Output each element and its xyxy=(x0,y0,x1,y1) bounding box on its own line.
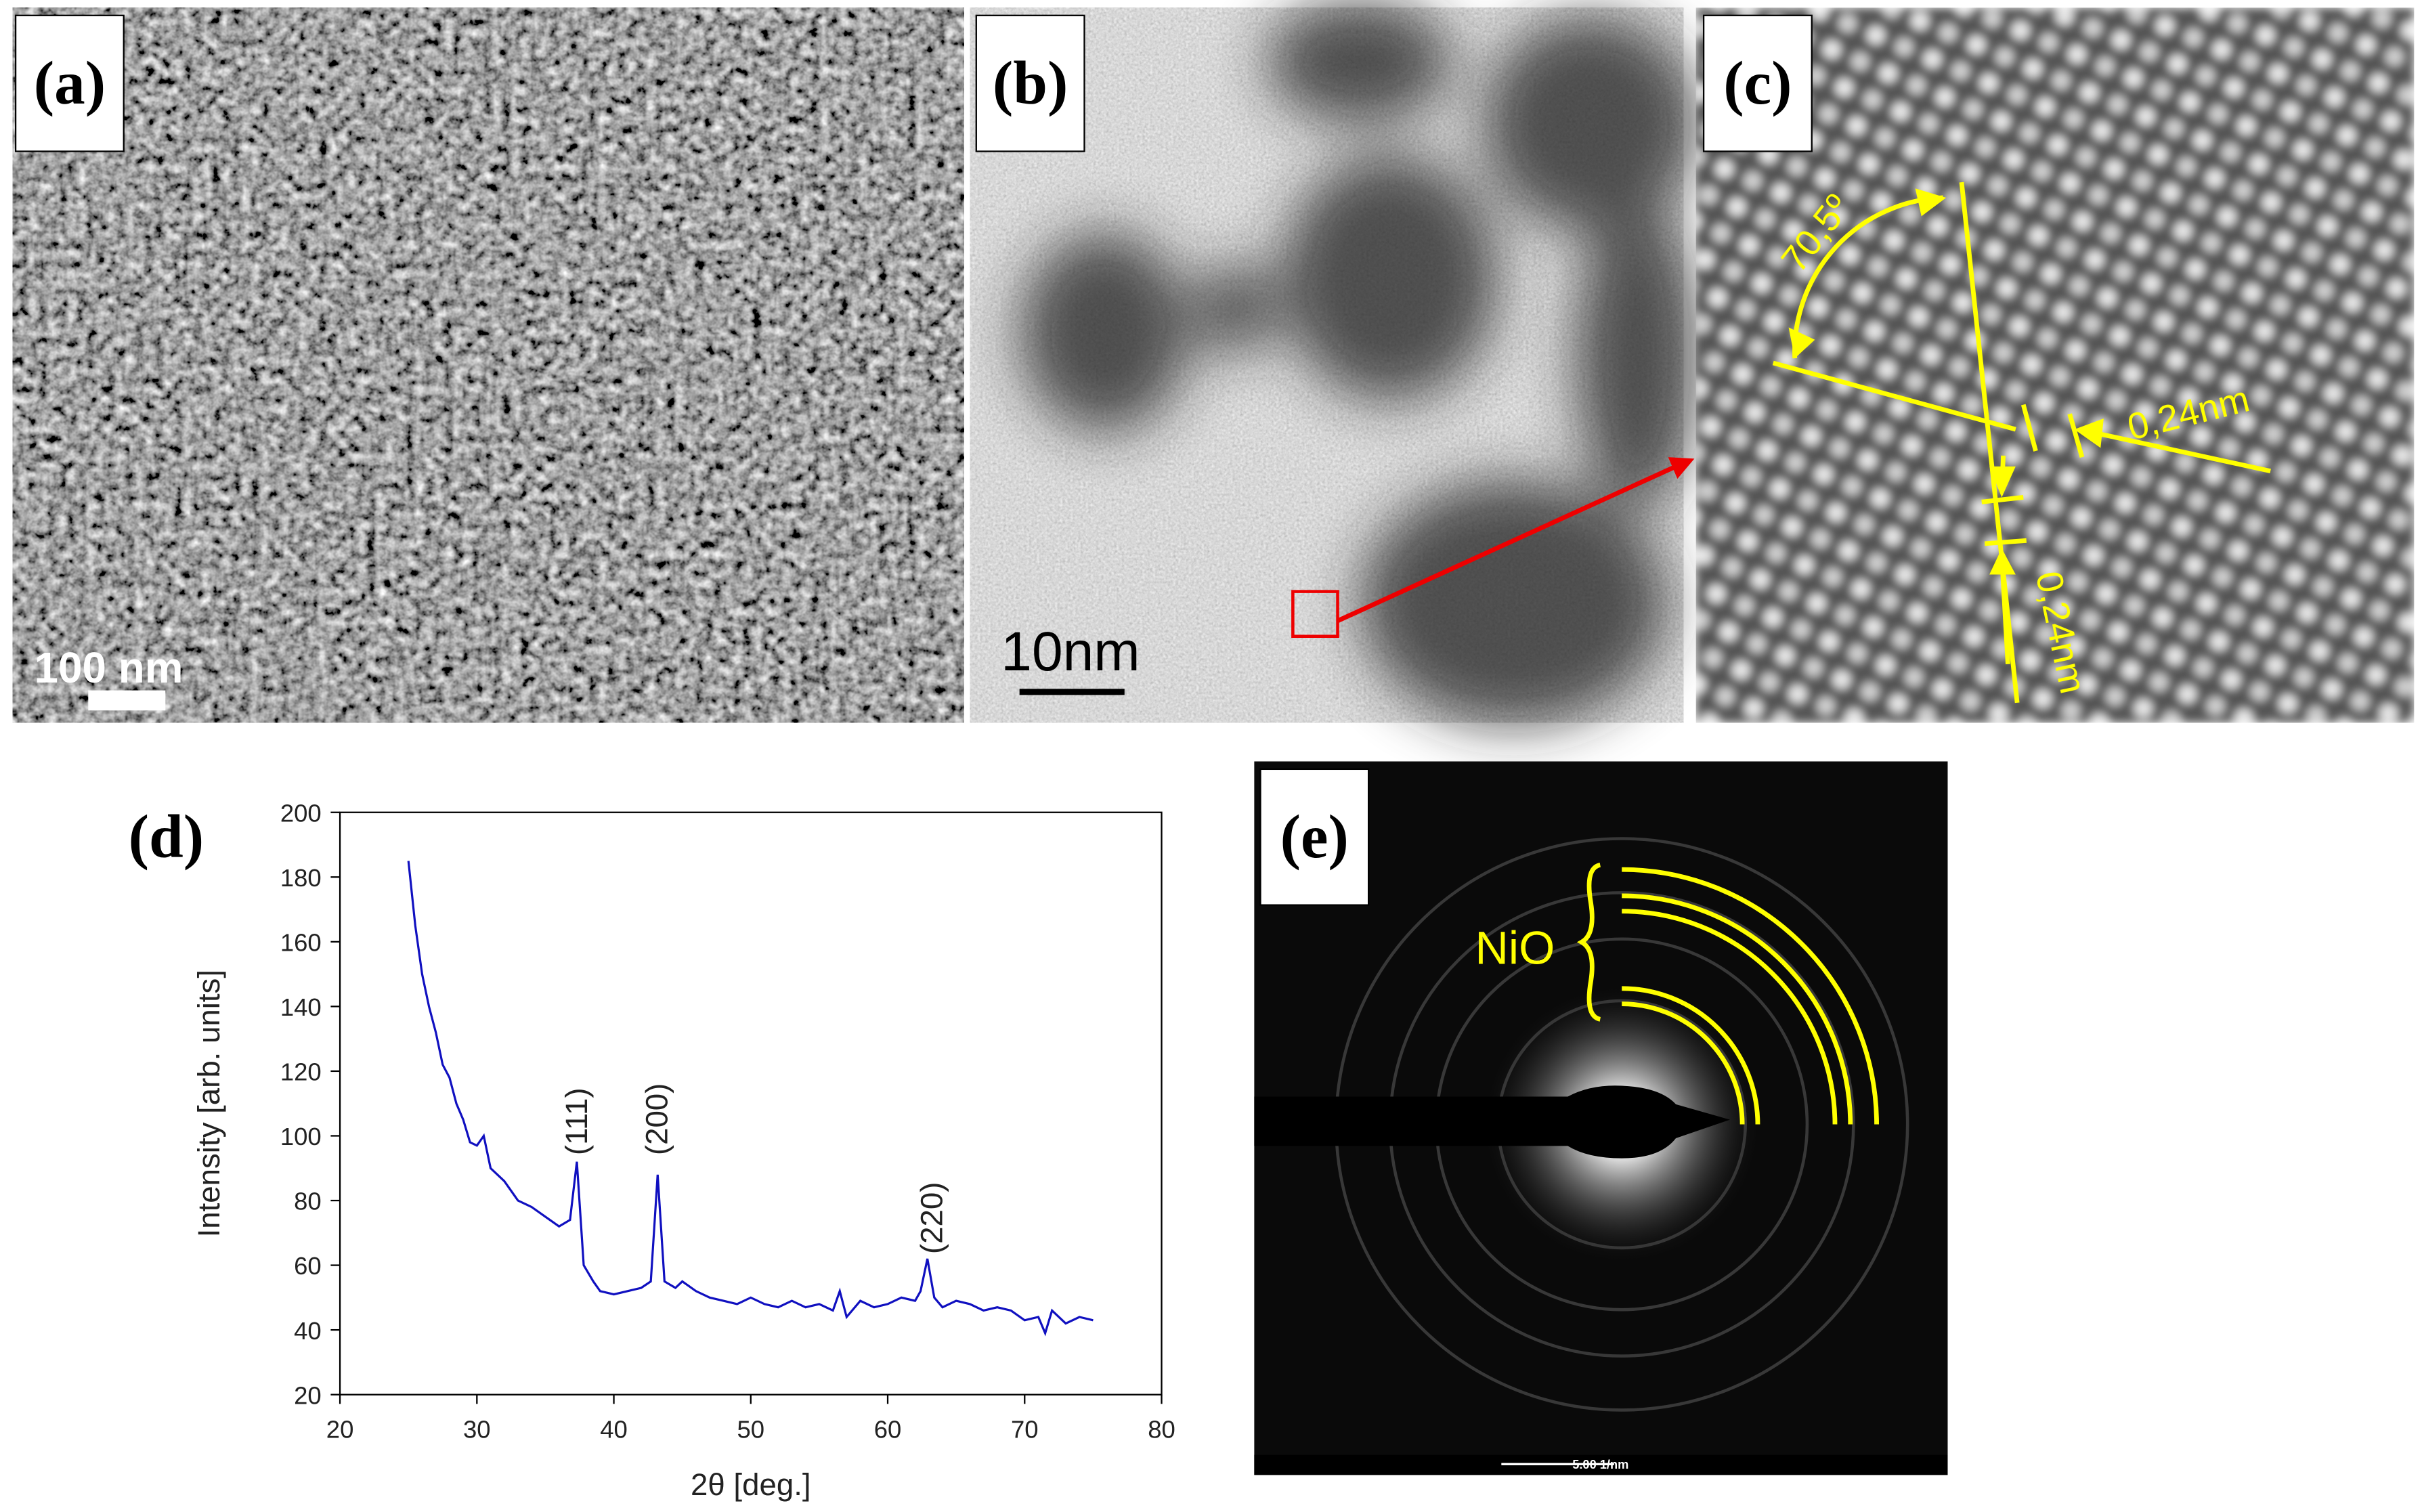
panel-label: (d) xyxy=(129,802,204,871)
ring-arcs xyxy=(1576,862,1879,1125)
x-tick-label: 20 xyxy=(326,1416,354,1444)
lattice-image xyxy=(1695,7,2415,723)
peak-label: (111) xyxy=(559,1087,594,1155)
label-box xyxy=(1702,14,1813,152)
arrow-head xyxy=(1915,188,1947,217)
beam-stop xyxy=(1254,1085,1730,1159)
y-tick-label: 80 xyxy=(294,1188,322,1215)
peak-label: (200) xyxy=(640,1083,674,1155)
xrd-chart: 20 30 40 50 60 70 80 20 40 60 80 100 120 140 160 180 200… xyxy=(192,799,1175,1501)
x-axis-label: 2θ [deg.] xyxy=(691,1467,811,1502)
panel-c xyxy=(1695,7,2415,723)
y-tick-label: 20 xyxy=(294,1381,322,1409)
arrow-head xyxy=(2074,418,2104,448)
zoom-box xyxy=(1291,590,1339,639)
angle-arc xyxy=(1792,195,1943,359)
label-box xyxy=(1259,768,1370,906)
panel-label: (e) xyxy=(1280,802,1349,871)
lattice-line xyxy=(1772,360,2016,432)
y-tick-label: 100 xyxy=(280,1123,322,1150)
y-tick-label: 40 xyxy=(294,1317,322,1345)
plot-frame xyxy=(339,811,1163,1396)
arrow-head xyxy=(1668,457,1695,479)
panel-b: (b) 10nm xyxy=(970,0,1700,727)
arrow-head xyxy=(1989,466,2016,498)
scale-label: 10nm xyxy=(1001,621,1140,683)
zoom-arrow xyxy=(1337,464,1677,624)
panel-e: 5.00 1/nm (e) NiO xyxy=(1254,761,1948,1475)
y-tick-label: 60 xyxy=(294,1252,322,1280)
phase-label: NiO xyxy=(1475,922,1555,974)
scale-bar xyxy=(1019,689,1125,695)
panel-label: (a) xyxy=(34,49,106,117)
panel-label: (c) xyxy=(1723,49,1792,117)
sem-image xyxy=(12,7,964,723)
arrow-head xyxy=(1788,327,1815,359)
y-tick-label: 140 xyxy=(280,993,322,1021)
data-line xyxy=(407,861,1094,1337)
label-box xyxy=(975,14,1085,152)
y-tick-label: 120 xyxy=(280,1058,322,1086)
panel-c-annotations xyxy=(1702,14,2271,704)
x-tick-label: 60 xyxy=(874,1416,902,1444)
y-tick-label: 200 xyxy=(280,799,322,827)
y-tick-label: 160 xyxy=(280,929,322,957)
panel-a: (a) 100 nm xyxy=(12,7,964,723)
arrow-head xyxy=(1989,548,2016,575)
peak-label: (220) xyxy=(915,1182,949,1254)
scale-bar xyxy=(88,690,166,711)
spacing-ticks xyxy=(1981,404,2085,546)
y-axis-label: Intensity [arb. units] xyxy=(192,970,226,1237)
x-tick-label: 80 xyxy=(1148,1416,1175,1444)
x-tick-label: 70 xyxy=(1011,1416,1039,1444)
x-tick-label: 50 xyxy=(737,1416,764,1444)
lattice-line xyxy=(1959,181,2020,704)
scale-label: 5.00 1/nm xyxy=(1572,1457,1628,1471)
scale-label: 100 nm xyxy=(34,643,183,692)
label-box xyxy=(14,14,125,152)
x-tick-label: 30 xyxy=(463,1416,491,1444)
panel-label: (b) xyxy=(993,49,1068,117)
x-tick-label: 40 xyxy=(600,1416,628,1444)
y-tick-label: 180 xyxy=(280,864,322,892)
